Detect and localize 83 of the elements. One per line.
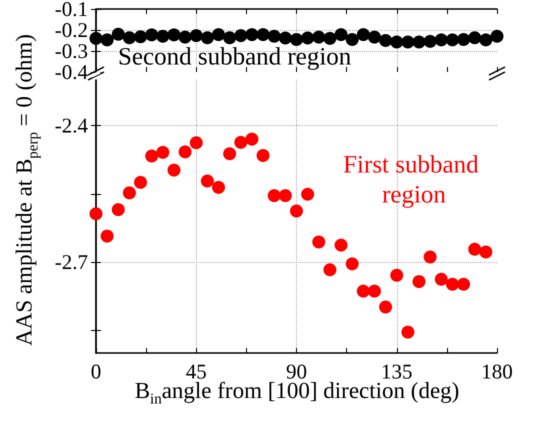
point xyxy=(457,278,470,291)
point xyxy=(112,203,125,216)
point xyxy=(167,28,180,42)
point xyxy=(278,31,292,44)
point xyxy=(468,242,482,256)
point xyxy=(412,275,426,288)
point xyxy=(412,35,426,48)
point xyxy=(112,28,125,41)
point xyxy=(401,35,414,48)
point xyxy=(379,34,392,47)
point xyxy=(223,31,236,44)
annotation: First subband region xyxy=(343,152,485,208)
point xyxy=(490,30,504,43)
point xyxy=(268,30,281,43)
point xyxy=(190,136,203,150)
point xyxy=(334,28,348,42)
point xyxy=(90,32,102,45)
point xyxy=(178,145,192,158)
point xyxy=(145,149,158,162)
y-tick-label: -0.3 xyxy=(54,39,88,63)
point xyxy=(134,30,148,44)
point xyxy=(256,28,270,42)
point xyxy=(122,31,136,44)
y-tick-label: -0.4 xyxy=(54,60,88,84)
point xyxy=(434,272,448,286)
point xyxy=(268,189,281,202)
point xyxy=(334,238,348,252)
y-tick-label: -0.1 xyxy=(54,0,88,21)
point xyxy=(346,257,359,270)
point xyxy=(323,32,336,45)
point xyxy=(190,29,203,42)
point xyxy=(356,284,370,298)
x-tick-label: 0 xyxy=(90,360,102,384)
point xyxy=(156,30,170,43)
point xyxy=(245,132,258,146)
point xyxy=(256,149,270,162)
point xyxy=(301,31,314,44)
point xyxy=(368,30,381,44)
annotation: Second subband region xyxy=(118,44,352,70)
point xyxy=(234,29,248,42)
point xyxy=(468,31,482,44)
point xyxy=(301,188,314,201)
point xyxy=(356,28,370,42)
point xyxy=(278,189,292,202)
point xyxy=(368,284,381,298)
point xyxy=(178,30,192,44)
y-tick-label: -2.4 xyxy=(54,114,88,138)
point xyxy=(457,32,470,46)
point xyxy=(424,34,437,48)
point xyxy=(312,235,326,248)
point xyxy=(212,28,226,42)
y-tick-label: -2.7 xyxy=(54,250,88,274)
point xyxy=(446,33,459,46)
point xyxy=(145,28,158,42)
point xyxy=(100,230,114,243)
point xyxy=(434,33,448,46)
y-tick-label: -0.2 xyxy=(54,18,88,42)
point xyxy=(390,268,404,282)
point xyxy=(167,164,180,177)
point xyxy=(200,174,214,188)
point xyxy=(479,245,492,258)
x-tick-label: 180 xyxy=(481,360,513,384)
point xyxy=(290,204,303,218)
point xyxy=(379,300,392,314)
point xyxy=(200,31,214,44)
point xyxy=(479,33,492,46)
point xyxy=(90,207,102,220)
point xyxy=(290,32,303,46)
point xyxy=(245,28,258,42)
point xyxy=(234,136,248,149)
point xyxy=(134,176,148,189)
point xyxy=(346,32,359,46)
point xyxy=(122,186,136,200)
point xyxy=(312,30,326,44)
point xyxy=(401,326,414,339)
point xyxy=(223,147,236,160)
point xyxy=(446,278,459,291)
point xyxy=(100,33,114,46)
point xyxy=(424,250,437,264)
point xyxy=(390,35,404,48)
point xyxy=(212,180,226,194)
point xyxy=(323,263,336,276)
point xyxy=(156,146,170,159)
